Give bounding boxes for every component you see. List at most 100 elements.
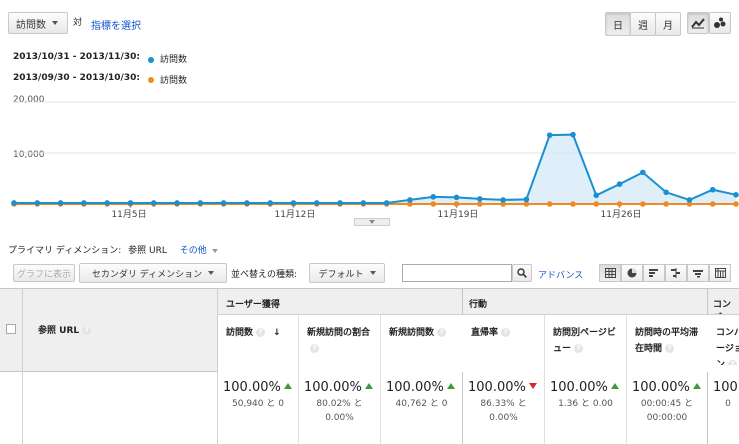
data-point-current xyxy=(244,200,250,206)
x-tick-label: 11月26日 xyxy=(600,210,642,220)
column-total-detail: 50,940 と 0 xyxy=(232,399,284,409)
table-search-input[interactable] xyxy=(402,264,512,282)
metric-select-label: 訪問数 xyxy=(16,19,46,31)
data-point-current xyxy=(523,196,530,203)
pie-chart-icon xyxy=(627,268,637,278)
data-point-current xyxy=(174,200,180,206)
pie-view-button[interactable] xyxy=(621,264,643,282)
series-line-current xyxy=(14,133,737,204)
help-icon: ? xyxy=(501,328,511,337)
column-total-detail: 86.33% と 0.00% xyxy=(480,399,527,423)
caret-down-icon xyxy=(369,220,375,224)
group-header-acquisition: ユーザー獲得 xyxy=(226,300,280,310)
select-all-checkbox[interactable] xyxy=(6,324,16,334)
trend-up-icon xyxy=(446,383,455,389)
chevron-down-icon xyxy=(369,271,376,275)
column-header[interactable]: 訪問別ページビュー? xyxy=(553,325,624,365)
secondary-dimension-select[interactable]: セカンダリ ディメンション xyxy=(79,263,227,283)
data-point-current xyxy=(81,200,87,206)
line-chart xyxy=(11,101,739,208)
column-header-label: コンバージョン xyxy=(716,328,739,365)
column-header-label: 新規訪問数 xyxy=(389,328,435,338)
plot-rows-button[interactable]: グラフに表示 xyxy=(13,264,75,282)
trend-up-icon xyxy=(610,383,619,389)
search-button[interactable] xyxy=(512,264,532,282)
period-month-button[interactable]: 月 xyxy=(655,12,681,36)
dimension-header-label: 参照 URL xyxy=(38,326,80,336)
help-icon: ? xyxy=(437,328,447,337)
column-total-value: 100.00% xyxy=(386,380,455,395)
group-header-behavior: 行動 xyxy=(469,300,488,310)
data-point-current xyxy=(290,200,297,206)
data-point-current xyxy=(220,200,227,206)
dimension-column-header[interactable]: 参照 URL? xyxy=(38,323,92,339)
legend-metric-previous: 訪問数 xyxy=(160,76,188,86)
data-point-current xyxy=(104,200,110,206)
column-header[interactable]: 新規訪問の割合? xyxy=(307,325,378,365)
data-point-previous xyxy=(500,201,506,207)
period-day-button[interactable]: 日 xyxy=(605,12,631,36)
data-point-current xyxy=(337,200,343,206)
column-header[interactable]: 直帰率? xyxy=(471,325,542,365)
data-point-previous xyxy=(546,201,553,207)
data-point-previous xyxy=(523,201,530,207)
sort-type-select[interactable]: デフォルト xyxy=(309,263,385,283)
column-header[interactable]: 訪問時の平均滞在時間? xyxy=(635,325,705,365)
data-point-current xyxy=(663,189,669,196)
trend-up-icon xyxy=(692,383,701,389)
column-total-value: 100.00% xyxy=(223,380,292,395)
help-icon: ? xyxy=(82,326,92,335)
term-cloud-view-button[interactable] xyxy=(687,264,709,282)
primary-dimension-label: プライマリ ディメンション: xyxy=(8,246,122,256)
advanced-filter-link[interactable]: アドバンス xyxy=(538,271,584,281)
x-tick-label: 11月5日 xyxy=(111,210,147,220)
comparison-icon xyxy=(671,268,680,278)
table-view-button[interactable] xyxy=(599,264,621,282)
column-header-label: 直帰率 xyxy=(471,328,499,338)
metric-select[interactable]: 訪問数 xyxy=(8,12,68,34)
term-cloud-icon xyxy=(693,270,703,278)
data-point-current xyxy=(616,181,623,187)
column-total-detail: 1.36 と 0.00 xyxy=(558,399,613,409)
comparison-view-button[interactable] xyxy=(665,264,687,282)
chart-resize-handle[interactable] xyxy=(354,218,390,226)
data-point-current xyxy=(383,200,390,206)
data-point-current xyxy=(570,131,576,138)
x-tick-label: 11月12日 xyxy=(274,210,316,220)
column-header-label: 訪問数 xyxy=(226,328,254,338)
data-point-current xyxy=(313,200,320,206)
period-week-button[interactable]: 週 xyxy=(630,12,656,36)
line-chart-view-button[interactable] xyxy=(687,12,709,34)
data-point-current xyxy=(11,200,17,206)
pivot-view-button[interactable] xyxy=(709,264,731,282)
column-header-label: 訪問別ページビュー xyxy=(553,328,616,354)
grid-icon xyxy=(604,268,616,278)
legend-metric-current: 訪問数 xyxy=(160,55,188,65)
sort-arrow-icon: ↓ xyxy=(273,328,281,338)
data-point-current xyxy=(360,200,367,206)
bubble-chart-icon xyxy=(714,17,726,28)
trend-up-icon xyxy=(364,383,373,389)
data-point-current xyxy=(127,200,134,206)
data-point-previous xyxy=(407,201,413,207)
column-header[interactable]: 訪問数? ↓ xyxy=(226,325,296,365)
sort-type-value: デフォルト xyxy=(318,269,364,280)
data-point-current xyxy=(640,169,646,176)
data-point-previous xyxy=(477,201,483,207)
sort-type-label: 並べ替えの種類: xyxy=(231,270,298,280)
performance-view-button[interactable] xyxy=(643,264,665,282)
motion-chart-view-button[interactable] xyxy=(709,12,731,34)
data-table: 参照 URL? ユーザー獲得 行動 コンバ 訪問数?↓100.00%50,940… xyxy=(0,288,739,444)
data-point-current xyxy=(197,200,204,206)
pivot-table-icon xyxy=(714,268,726,278)
data-point-previous xyxy=(616,201,623,207)
column-header[interactable]: 新規訪問数? xyxy=(389,325,460,365)
column-header-label: 新規訪問の割合 xyxy=(307,328,371,338)
column-total-value: 100.00% xyxy=(468,380,537,395)
data-point-previous xyxy=(709,201,716,207)
trend-down-icon xyxy=(528,383,537,389)
column-header[interactable]: コンバージョン? xyxy=(716,325,739,365)
other-dimension-link[interactable]: その他 xyxy=(179,246,207,256)
select-metric-link[interactable]: 指標を選択 xyxy=(91,21,141,32)
data-point-previous xyxy=(593,201,600,207)
